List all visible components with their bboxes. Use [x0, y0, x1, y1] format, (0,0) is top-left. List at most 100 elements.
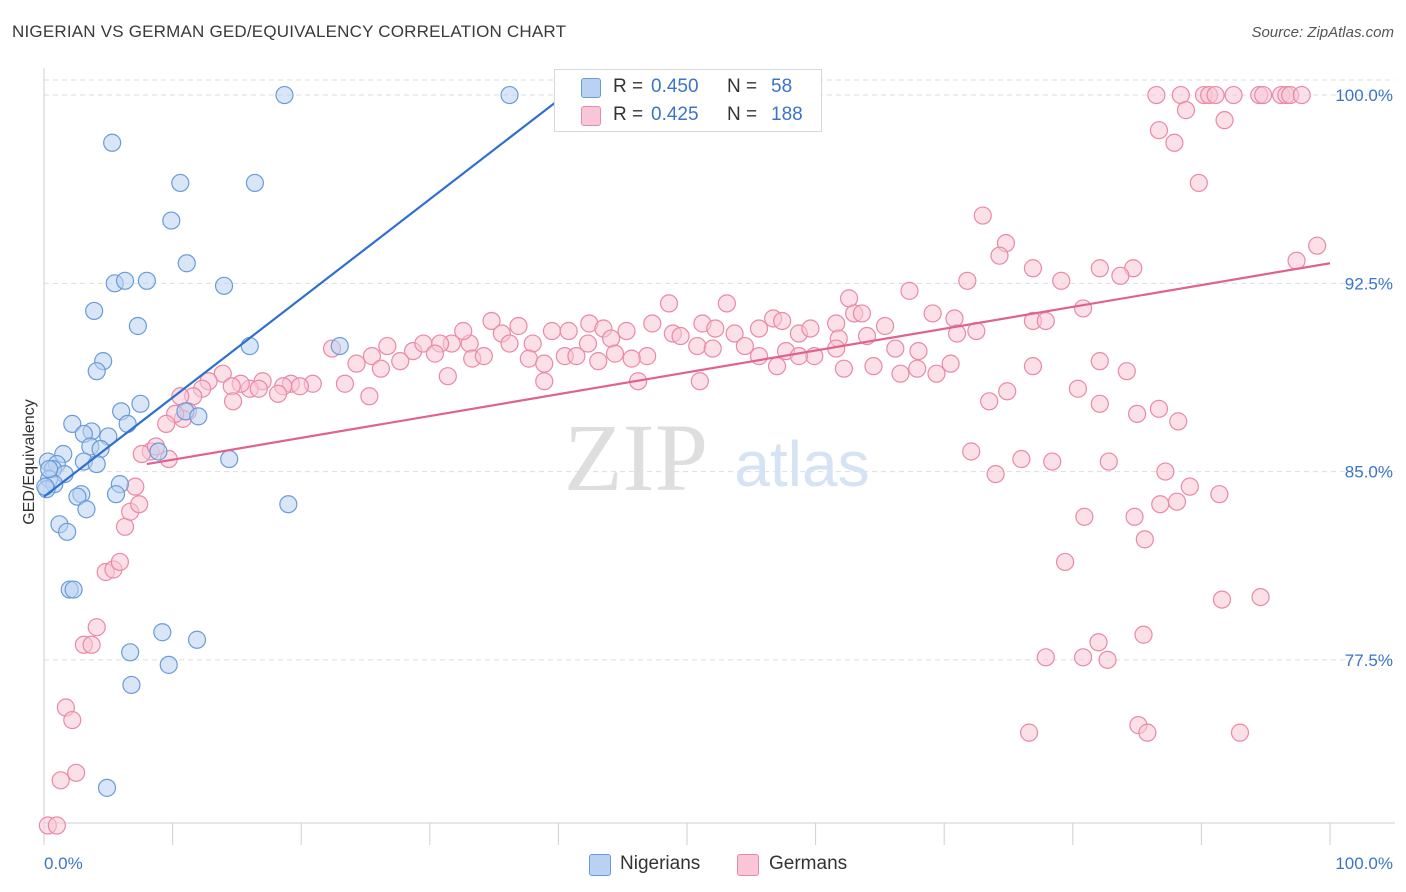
- german-point: [87, 618, 106, 637]
- german-point: [1169, 412, 1188, 431]
- german-point: [1023, 259, 1043, 278]
- german-point: [1036, 648, 1055, 667]
- german-point: [519, 349, 538, 368]
- german-point: [1052, 271, 1071, 290]
- german-point: [414, 334, 433, 353]
- legend-swatch-germans: [581, 106, 601, 126]
- german-point: [659, 294, 679, 313]
- german-point: [1090, 394, 1109, 413]
- german-point: [1215, 111, 1234, 130]
- german-point: [767, 357, 787, 376]
- x-tick-labels: 0.0% 100.0%: [44, 854, 1393, 873]
- nigerian-point: [279, 495, 298, 514]
- german-point: [1287, 251, 1306, 270]
- nigerian-point: [122, 675, 141, 695]
- german-point: [222, 377, 241, 396]
- german-point: [559, 321, 578, 341]
- german-point: [941, 354, 960, 373]
- german-point: [1167, 492, 1187, 511]
- legend-swatch-nigerians: [581, 78, 601, 98]
- german-point: [1125, 507, 1144, 526]
- german-point: [535, 372, 554, 391]
- legend-n-value: 188: [771, 104, 803, 125]
- german-point: [523, 334, 542, 353]
- trend-line-nigerians: [43, 99, 560, 498]
- german-point: [927, 364, 946, 383]
- german-point: [268, 384, 288, 403]
- german-point: [126, 477, 145, 496]
- german-point: [1147, 85, 1166, 105]
- german-point: [945, 309, 964, 328]
- nigerian-point: [77, 500, 96, 519]
- german-point: [535, 354, 554, 373]
- german-point: [362, 347, 382, 366]
- german-point: [63, 710, 82, 730]
- german-point: [1023, 357, 1043, 376]
- y-tick-label: 85.0%: [1345, 463, 1393, 482]
- german-point: [801, 319, 820, 338]
- german-point: [454, 321, 473, 341]
- german-point: [1099, 452, 1118, 471]
- german-point: [474, 347, 493, 366]
- german-point: [589, 352, 608, 371]
- german-point: [500, 334, 519, 353]
- nigerian-point: [137, 271, 156, 290]
- german-point: [360, 387, 379, 406]
- german-point: [1189, 173, 1208, 193]
- german-point: [290, 377, 310, 396]
- legend-swatch-nigerians: [589, 854, 611, 876]
- nigerian-point: [220, 449, 239, 469]
- german-point: [578, 334, 598, 353]
- german-point: [1036, 311, 1055, 331]
- nigerian-point: [245, 173, 265, 193]
- german-point: [827, 314, 846, 333]
- german-points: [38, 85, 1327, 835]
- german-point: [223, 392, 243, 411]
- y-tick-label: 100.0%: [1335, 86, 1393, 105]
- legend-row-germans: R = 0.425 N = 188: [555, 101, 821, 129]
- german-point: [688, 336, 707, 356]
- german-point: [1212, 590, 1232, 609]
- german-point: [1308, 236, 1327, 255]
- german-point: [908, 359, 927, 378]
- german-point: [1075, 507, 1094, 526]
- german-point: [1089, 633, 1108, 652]
- nigerian-point: [240, 336, 259, 356]
- german-point: [891, 364, 910, 383]
- german-point: [567, 347, 586, 366]
- german-point: [1180, 477, 1199, 496]
- german-point: [773, 311, 792, 331]
- legend-r-label: R =: [613, 104, 644, 125]
- german-point: [1251, 587, 1270, 607]
- german-point: [605, 344, 625, 363]
- nigerian-point: [159, 655, 178, 674]
- german-point: [1156, 462, 1175, 481]
- legend-r-label: R =: [613, 76, 644, 97]
- german-point: [1043, 452, 1062, 471]
- nigerian-point: [63, 414, 82, 433]
- nigerian-point: [85, 301, 104, 321]
- german-point: [1135, 530, 1154, 549]
- german-point: [1117, 362, 1136, 381]
- nigerian-point: [40, 459, 59, 479]
- nigerian-point: [131, 394, 150, 413]
- german-point: [249, 379, 268, 398]
- german-point: [852, 304, 871, 323]
- german-point: [900, 281, 919, 300]
- gridlines: [44, 79, 1395, 661]
- german-point: [602, 329, 621, 348]
- german-point: [110, 552, 129, 572]
- nigerian-point: [64, 580, 83, 599]
- german-point: [998, 382, 1017, 401]
- german-point: [706, 319, 725, 338]
- german-point: [622, 349, 641, 368]
- german-point: [1254, 85, 1273, 105]
- nigerian-point: [103, 133, 122, 152]
- nigerian-point: [58, 522, 77, 541]
- german-point: [947, 324, 967, 343]
- nigerian-point: [36, 477, 55, 496]
- german-point: [990, 246, 1009, 265]
- german-point: [67, 763, 86, 782]
- german-point: [47, 816, 66, 835]
- german-point: [1127, 404, 1147, 423]
